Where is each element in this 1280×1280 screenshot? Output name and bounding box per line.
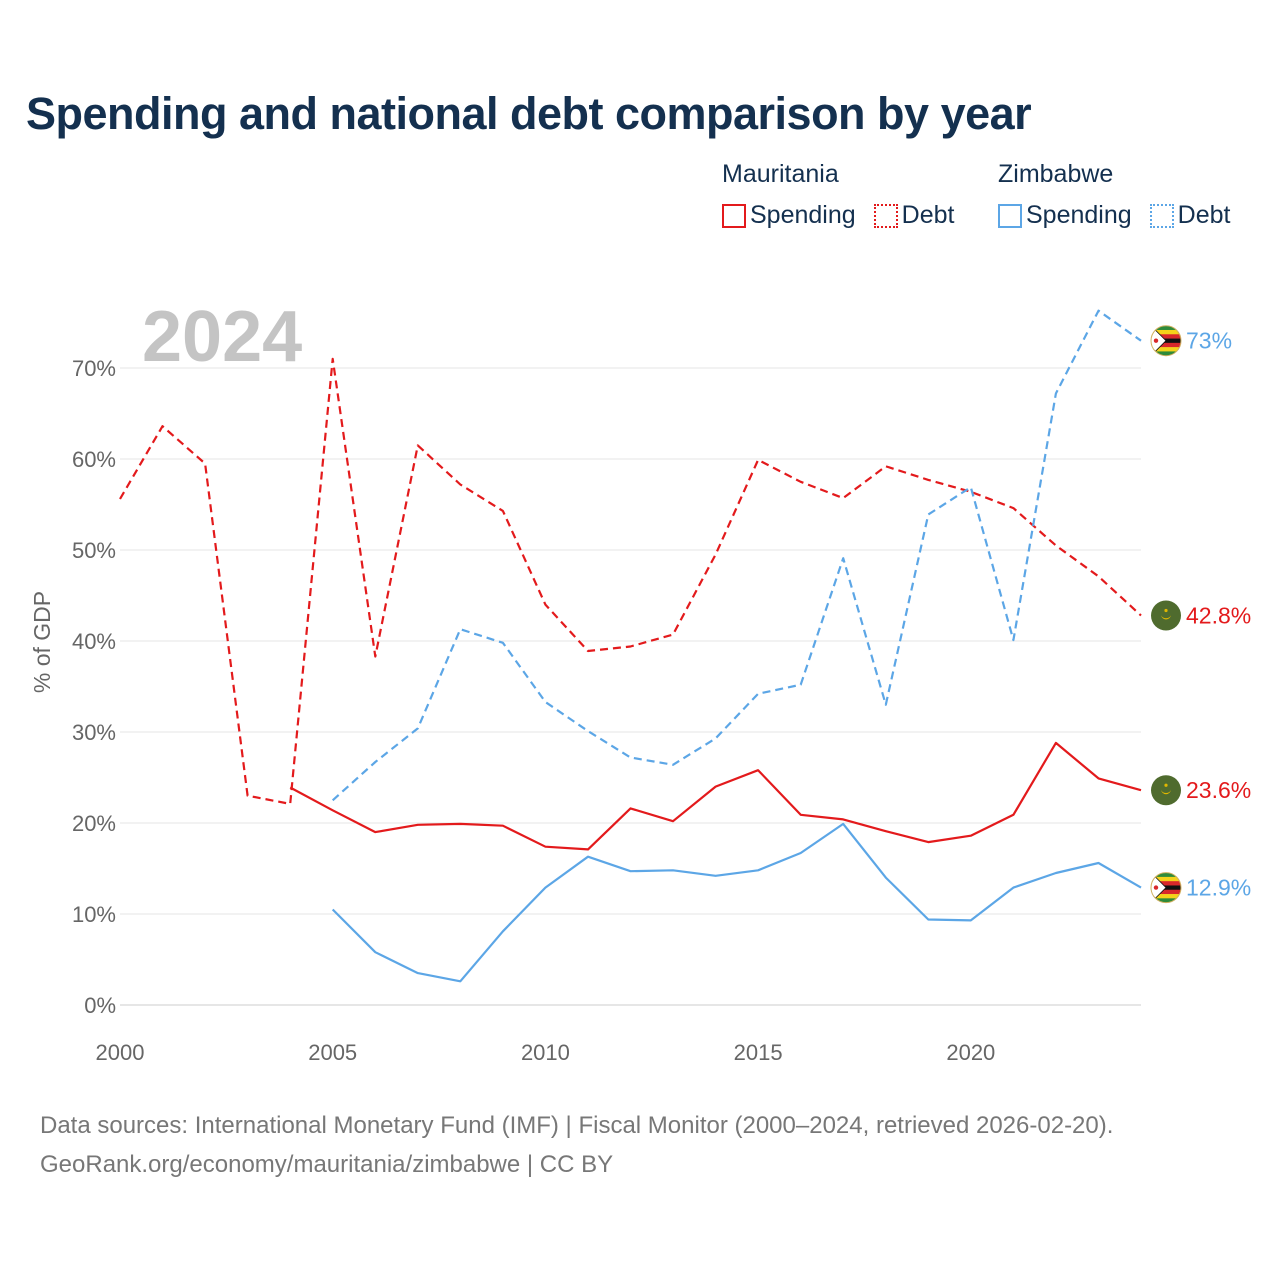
x-tick-label: 2005 bbox=[308, 1040, 357, 1065]
y-tick-label: 50% bbox=[72, 538, 116, 563]
legend-item-zimbabwe-spending[interactable]: Spending bbox=[998, 201, 1132, 230]
legend-item-mauritania-debt[interactable]: Debt bbox=[873, 201, 955, 230]
zimbabwe-flag-icon bbox=[1150, 872, 1182, 904]
legend-label: Spending bbox=[1026, 201, 1132, 229]
end-value-label: 23.6% bbox=[1186, 777, 1251, 803]
series-lines bbox=[119, 309, 1142, 983]
legend-group-zimbabwe: Zimbabwe Spending Debt bbox=[998, 160, 1230, 230]
y-axis-ticks: 0% 10% 20% 30% 40% 50% 60% 70% bbox=[72, 356, 116, 1018]
x-tick-label: 2000 bbox=[96, 1040, 145, 1065]
x-tick-label: 2015 bbox=[734, 1040, 783, 1065]
year-watermark: 2024 bbox=[142, 297, 302, 377]
y-axis-label: % of GDP bbox=[29, 591, 55, 693]
y-tick-label: 60% bbox=[72, 447, 116, 472]
series-line-mauritania-debt[interactable] bbox=[119, 357, 1142, 806]
legend-swatch-dotted bbox=[873, 203, 898, 228]
end-value-label: 73% bbox=[1186, 328, 1232, 354]
mauritania-flag-icon bbox=[1151, 775, 1181, 806]
y-tick-label: 40% bbox=[72, 629, 116, 654]
line-chart: 2024 0% 10% 20% 30% 40% 50% 60% 70% 2000 2005 201… bbox=[29, 297, 1251, 1065]
legend-swatch-solid bbox=[722, 203, 746, 228]
mauritania-flag-icon bbox=[1151, 600, 1181, 631]
series-line-mauritania-spending[interactable] bbox=[289, 741, 1142, 851]
legend-country-zimbabwe: Zimbabwe bbox=[998, 160, 1114, 188]
legend-country-mauritania: Mauritania bbox=[722, 160, 839, 188]
legend-label: Debt bbox=[901, 201, 955, 229]
legend-item-zimbabwe-debt[interactable]: Debt bbox=[1149, 201, 1231, 230]
legend-label: Debt bbox=[1177, 201, 1231, 229]
series-line-zimbabwe-debt[interactable] bbox=[331, 309, 1142, 802]
end-value-label: 42.8% bbox=[1186, 603, 1251, 629]
x-axis-ticks: 2000 2005 2010 2015 2020 bbox=[96, 1040, 996, 1065]
x-tick-label: 2010 bbox=[521, 1040, 570, 1065]
source-line-2: GeoRank.org/economy/mauritania/zimbabwe … bbox=[40, 1151, 614, 1178]
source-line-1: Data sources: International Monetary Fun… bbox=[40, 1112, 1114, 1139]
y-tick-label: 10% bbox=[72, 902, 116, 927]
source-note: Data sources: International Monetary Fun… bbox=[40, 1106, 1113, 1184]
y-tick-label: 70% bbox=[72, 356, 116, 381]
series-line-zimbabwe-spending[interactable] bbox=[331, 822, 1142, 983]
zimbabwe-flag-icon bbox=[1150, 325, 1182, 357]
grid-lines bbox=[120, 367, 1141, 1006]
chart-title: Spending and national debt comparison by… bbox=[26, 88, 1032, 139]
legend-swatch-solid bbox=[998, 203, 1022, 228]
y-tick-label: 20% bbox=[72, 811, 116, 836]
end-value-label: 12.9% bbox=[1186, 875, 1251, 901]
y-tick-label: 30% bbox=[72, 720, 116, 745]
legend-item-mauritania-spending[interactable]: Spending bbox=[722, 201, 856, 230]
legend-swatch-dotted bbox=[1149, 203, 1174, 228]
x-tick-label: 2020 bbox=[946, 1040, 995, 1065]
legend-label: Spending bbox=[750, 201, 856, 229]
legend-group-mauritania: Mauritania Spending Debt bbox=[722, 160, 954, 230]
y-tick-label: 0% bbox=[84, 993, 116, 1018]
end-markers: 42.8% 73% 23.6% 12.9% bbox=[1150, 325, 1251, 904]
